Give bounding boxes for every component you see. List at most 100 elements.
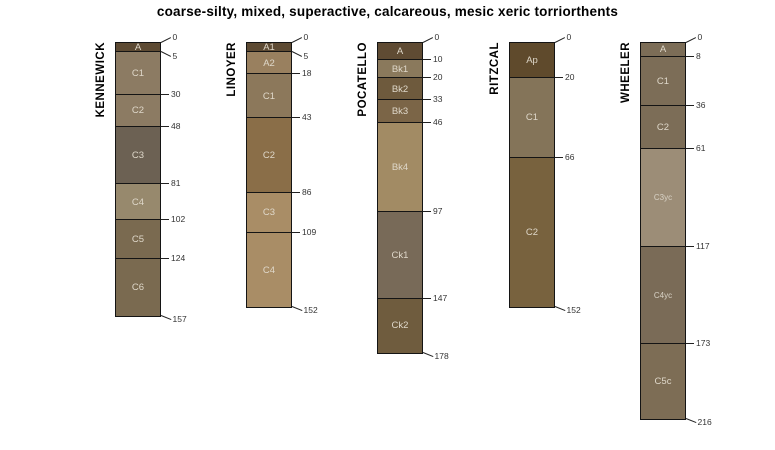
horizon [247, 51, 291, 75]
depth-tick-label: 124 [171, 252, 186, 263]
horizon-label: Ck2 [391, 320, 409, 332]
horizon-label: Bk1 [391, 63, 409, 75]
depth-tick [686, 55, 694, 57]
depth-tick [685, 417, 697, 423]
depth-tick-label: 216 [697, 416, 712, 427]
depth-tick-label: 0 [434, 32, 440, 42]
profile-name-label: RITZCAL [489, 42, 501, 95]
profile-name-label: KENNEWICK [95, 42, 107, 118]
depth-tick-label: 173 [696, 338, 711, 349]
horizon-label: C1 [262, 90, 276, 102]
horizon-label: Bk4 [391, 161, 409, 173]
depth-tick [423, 99, 431, 101]
depth-tick [161, 182, 169, 184]
horizon-label: A [396, 46, 404, 58]
chart-title: coarse-silty, mixed, superactive, calcar… [156, 4, 619, 19]
horizon [378, 298, 422, 353]
horizon [378, 60, 422, 78]
horizon [641, 246, 685, 345]
depth-tick-label: 61 [696, 143, 706, 154]
horizon-label: C3yc [653, 193, 673, 203]
horizon [116, 95, 160, 127]
depth-tick [292, 191, 300, 193]
depth-tick [160, 50, 172, 57]
depth-tick [292, 73, 300, 75]
horizon-label: Ap [526, 54, 538, 66]
depth-tick [554, 306, 566, 312]
depth-tick-label: 157 [172, 314, 187, 325]
depth-tick-label: 109 [302, 226, 317, 237]
depth-tick [291, 306, 303, 312]
depth-tick-label: 117 [696, 240, 710, 251]
depth-tick-label: 18 [302, 68, 312, 79]
horizon-label: A1 [263, 41, 275, 53]
horizon [641, 344, 685, 419]
horizon-label: Bk2 [391, 83, 409, 95]
horizon-label: C3 [262, 207, 276, 219]
depth-tick [686, 245, 694, 247]
depth-tick-label: 0 [172, 32, 178, 42]
horizon-label: C2 [131, 105, 145, 117]
depth-tick [161, 94, 169, 96]
depth-tick [555, 156, 563, 158]
depth-tick [161, 125, 169, 127]
depth-tick [422, 351, 434, 357]
horizon [116, 51, 160, 96]
depth-tick-label: 5 [172, 50, 178, 61]
depth-tick [161, 219, 169, 221]
depth-tick-label: 152 [566, 305, 581, 316]
depth-tick-label: 0 [566, 32, 572, 42]
horizon [378, 77, 422, 101]
depth-tick [291, 37, 303, 43]
horizon [510, 77, 554, 158]
depth-tick-label: 46 [433, 117, 443, 128]
horizon [247, 43, 291, 52]
depth-tick-label: 8 [696, 50, 701, 61]
profile-name-label: POCATELLO [357, 42, 369, 117]
depth-tick [554, 37, 566, 43]
horizon [378, 100, 422, 124]
depth-tick-label: 48 [171, 120, 181, 131]
depth-tick [160, 315, 172, 321]
horizon [247, 74, 291, 118]
depth-tick-label: 20 [433, 71, 443, 82]
horizon-label: C2 [525, 227, 539, 239]
profile-column: A Bk1 Bk2 Bk3 Bk4 Ck1 Ck2 [377, 42, 423, 354]
depth-tick [685, 37, 697, 43]
depth-tick-label: 86 [302, 186, 312, 197]
depth-tick-label: 66 [565, 151, 575, 162]
depth-tick [160, 37, 172, 43]
depth-tick-label: 102 [171, 214, 186, 225]
depth-tick-label: 0 [303, 32, 309, 42]
depth-tick-label: 10 [433, 54, 443, 65]
horizon-label: Bk3 [391, 106, 409, 118]
depth-tick-label: 97 [433, 205, 443, 216]
depth-tick [423, 76, 431, 78]
horizon-label: C5c [654, 375, 672, 387]
depth-tick-label: 147 [433, 292, 448, 303]
depth-tick-label: 33 [433, 94, 443, 105]
horizon [378, 123, 422, 212]
depth-tick-label: 5 [303, 50, 309, 61]
depth-tick [423, 297, 431, 299]
depth-tick-label: 36 [696, 99, 706, 110]
depth-tick [291, 50, 303, 57]
horizon [247, 117, 291, 193]
depth-tick-label: 152 [303, 305, 318, 316]
horizon [641, 56, 685, 106]
horizon-label: A2 [263, 57, 275, 69]
depth-tick [292, 116, 300, 118]
profile-column: A C1 C2 C3yc C4yc C5c [640, 42, 686, 420]
depth-tick-label: 30 [171, 89, 181, 100]
horizon [116, 43, 160, 52]
horizon-label: C6 [131, 281, 145, 293]
depth-tick-label: 43 [302, 111, 312, 122]
horizon [641, 43, 685, 57]
horizon-label: Ck1 [391, 249, 409, 261]
horizon [247, 192, 291, 233]
horizon-label: A [134, 41, 142, 53]
horizon-label: C4 [131, 196, 145, 208]
depth-tick-label: 0 [697, 32, 703, 42]
horizon [116, 126, 160, 184]
